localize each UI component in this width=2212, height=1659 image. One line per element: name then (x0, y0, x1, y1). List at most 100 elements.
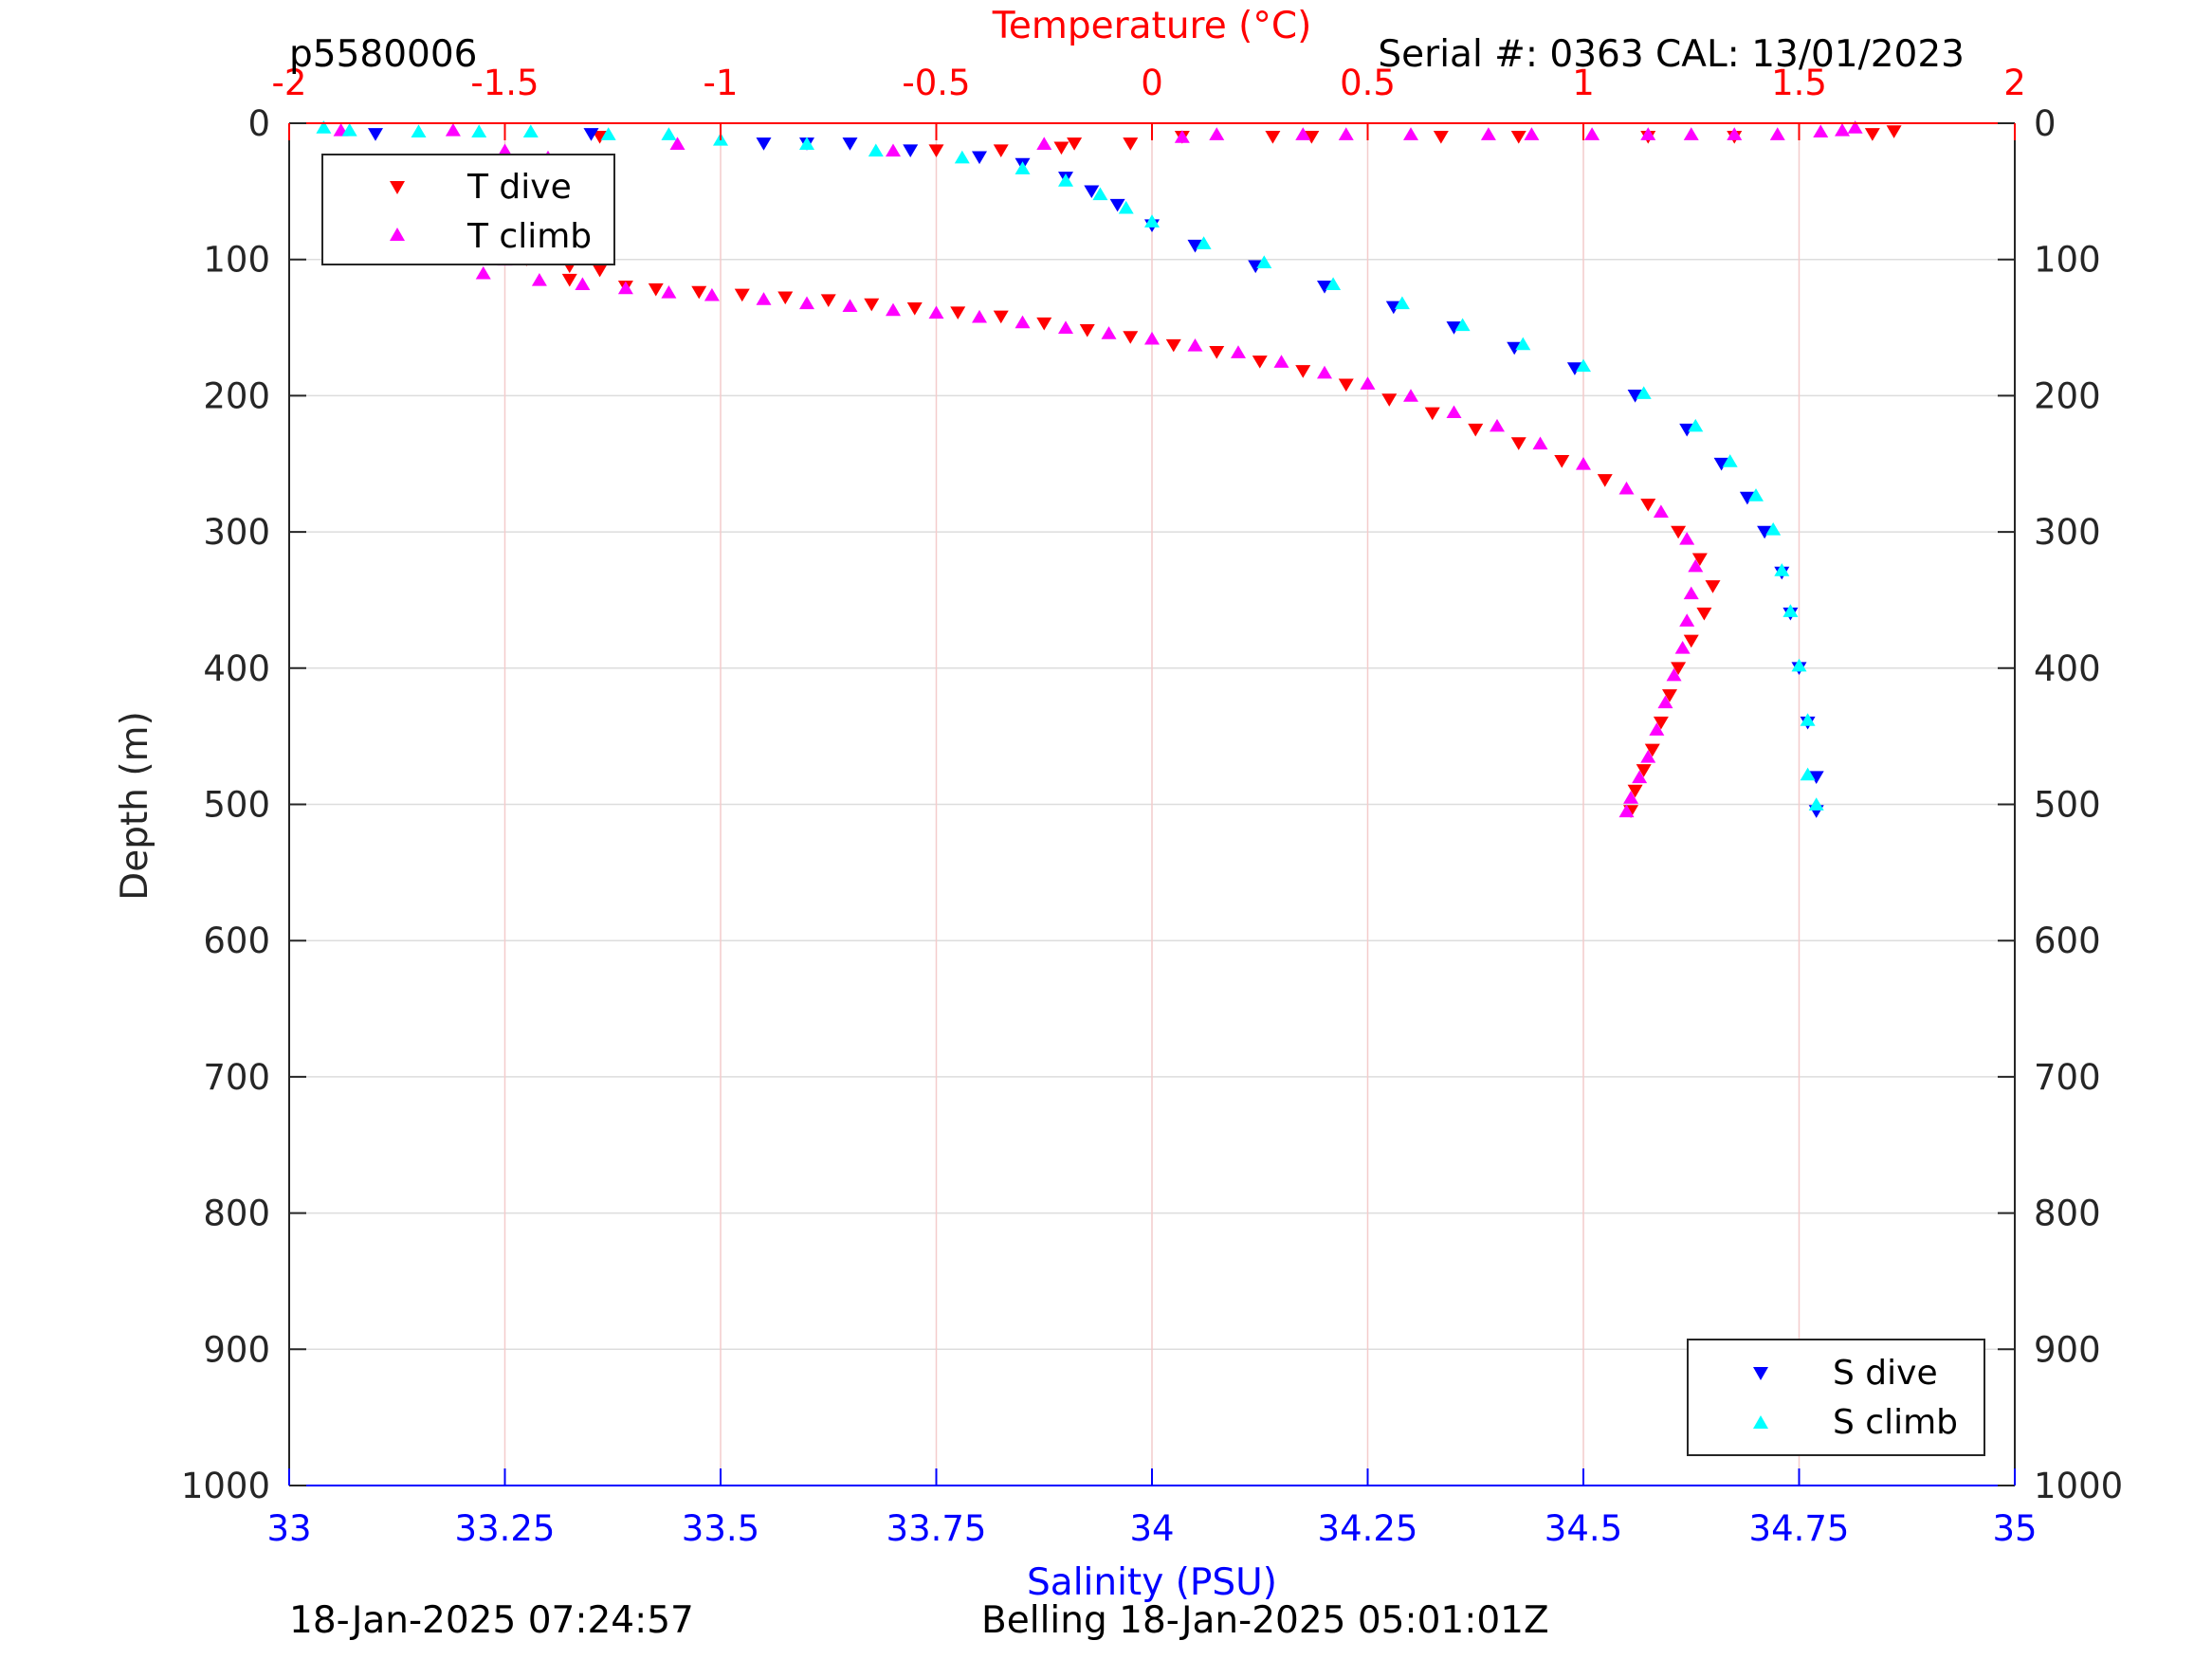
depth-tick-label-right: 500 (2034, 785, 2101, 826)
data-point-t-climb (1769, 127, 1785, 140)
salinity-tick-label: 33.25 (455, 1508, 556, 1549)
data-point-s-climb (1454, 318, 1471, 332)
data-point-s-climb (1800, 713, 1816, 726)
depth-tick-label-right: 100 (2034, 240, 2101, 281)
legend-salinity-box (1687, 1339, 1985, 1456)
data-point-t-climb (928, 305, 944, 319)
data-point-s-climb (954, 150, 970, 164)
data-point-s-climb (1765, 522, 1782, 536)
data-point-t-climb (1446, 405, 1462, 419)
data-point-s-dive (1446, 321, 1462, 335)
data-point-t-climb (886, 302, 901, 317)
data-point-t-climb (799, 296, 814, 310)
depth-tick-label-right: 200 (2034, 375, 2101, 416)
data-point-s-dive (1109, 198, 1125, 212)
data-point-s-climb (1576, 358, 1591, 373)
data-point-t-dive (1468, 423, 1484, 437)
data-point-s-climb (661, 127, 677, 140)
series-layer (316, 120, 1902, 818)
depth-tick-label-left: 400 (203, 648, 270, 689)
data-point-t-climb (1524, 127, 1540, 140)
temperature-axis-label: Temperature (°C) (992, 5, 1312, 47)
data-point-t-climb (1273, 355, 1289, 368)
vehicle-time-label: Belling 18-Jan-2025 05:01:01Z (981, 1599, 1549, 1642)
data-point-t-dive (1696, 607, 1712, 621)
data-point-s-climb (1774, 563, 1790, 576)
data-point-t-climb (1036, 137, 1052, 150)
data-point-t-dive (1252, 356, 1268, 369)
data-point-s-climb (316, 120, 332, 134)
depth-tick-label-right: 700 (2034, 1057, 2101, 1098)
data-point-t-dive (1705, 580, 1721, 593)
depth-tick-label-right: 600 (2034, 921, 2101, 961)
data-point-s-climb (1515, 337, 1531, 351)
legend-temperature-box (321, 154, 615, 265)
data-point-s-climb (341, 122, 357, 137)
legend-t-climb-label: T climb (466, 217, 592, 256)
data-point-t-climb (1649, 722, 1665, 736)
data-point-t-climb (1674, 641, 1691, 654)
data-point-t-climb (1231, 345, 1246, 358)
salinity-tick-label: 34 (1129, 1508, 1174, 1549)
data-point-t-dive (1671, 662, 1687, 675)
data-point-t-climb (1144, 331, 1160, 345)
data-point-s-dive (1566, 362, 1582, 375)
temperature-tick-label: 2 (2003, 63, 2026, 103)
data-point-s-climb (1144, 214, 1160, 228)
legend-t-dive-marker (390, 181, 405, 194)
data-point-t-climb (1640, 750, 1656, 763)
data-point-t-climb (1727, 127, 1743, 140)
depth-tick-label-right: 800 (2034, 1194, 2101, 1234)
data-point-t-dive (1644, 743, 1660, 757)
data-point-t-climb (661, 284, 677, 299)
axes: 0 0 100 100 200 200 300 300 400 400 500 500 600 600 70… (181, 63, 2123, 1549)
data-point-s-dive (368, 128, 383, 141)
data-point-t-climb (842, 299, 858, 312)
data-point-s-climb (1058, 173, 1073, 187)
data-point-t-dive (561, 273, 577, 287)
data-point-t-dive (1165, 338, 1181, 353)
depth-tick-label-right: 1000 (2034, 1466, 2123, 1506)
data-point-t-climb (1576, 457, 1591, 470)
data-point-t-dive (777, 291, 794, 305)
data-point-t-climb (1657, 695, 1673, 709)
data-point-s-climb (1722, 454, 1738, 467)
data-point-t-dive (1304, 130, 1320, 144)
data-point-t-climb (704, 287, 720, 301)
depth-tick-label-right: 0 (2034, 103, 2057, 144)
data-point-t-climb (1209, 127, 1225, 140)
data-point-t-dive (993, 310, 1009, 324)
data-point-t-climb (1683, 127, 1699, 140)
legend-s-climb-label: S climb (1833, 1403, 1958, 1442)
depth-tick-label-left: 700 (203, 1057, 270, 1098)
data-point-s-dive (756, 137, 772, 151)
data-point-t-dive (691, 285, 707, 300)
data-point-t-climb (1683, 586, 1699, 600)
temperature-tick-label: 1.5 (1771, 63, 1827, 103)
data-point-t-dive (1691, 553, 1708, 567)
data-point-t-dive (1209, 346, 1225, 359)
data-point-t-dive (1510, 130, 1526, 144)
data-point-t-dive (734, 288, 750, 302)
data-point-t-dive (1067, 137, 1083, 151)
legend-t-climb-marker (390, 228, 405, 241)
data-point-s-climb (1688, 418, 1704, 432)
data-point-t-dive (906, 302, 923, 316)
temperature-tick-label: 0.5 (1340, 63, 1396, 103)
salinity-tick-label: 34.5 (1545, 1508, 1622, 1549)
data-point-t-dive (1554, 454, 1570, 468)
depth-tick-label-left: 600 (203, 921, 270, 961)
data-point-t-climb (1403, 127, 1418, 140)
data-point-t-climb (1015, 315, 1031, 329)
depth-tick-label-left: 200 (203, 375, 270, 416)
data-point-t-dive (950, 306, 966, 319)
data-point-t-climb (1632, 770, 1648, 784)
data-point-s-dive (1808, 771, 1824, 784)
data-point-t-climb (1653, 504, 1669, 518)
salinity-tick-label: 33.75 (887, 1508, 987, 1549)
data-point-s-climb (600, 127, 616, 140)
series-t-climb (333, 120, 1863, 818)
data-point-t-climb (1490, 418, 1505, 432)
data-point-t-climb (531, 273, 547, 286)
